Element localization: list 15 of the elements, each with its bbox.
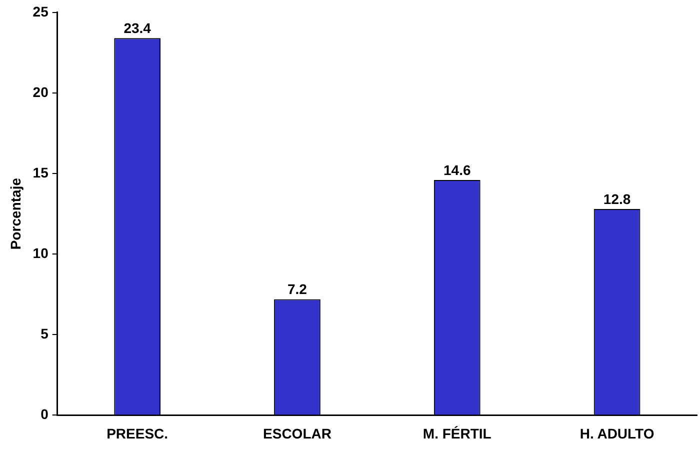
x-tick-label: H. ADULTO	[580, 425, 654, 442]
y-axis-title: Porcentaje	[7, 178, 24, 250]
y-tick-label: 15	[32, 164, 49, 180]
x-tick-label: PREESC.	[106, 425, 168, 442]
x-tick-label: M. FÉRTIL	[422, 425, 492, 442]
y-tick-label: 10	[32, 244, 49, 261]
y-tick-label: 0	[40, 406, 49, 422]
data-label: 12.8	[603, 190, 631, 207]
data-label: 14.6	[444, 162, 471, 178]
data-label: 7.2	[288, 281, 308, 298]
y-tick-label: 25	[32, 3, 49, 20]
data-label: 23.4	[124, 20, 152, 36]
x-tick-label: ESCOLAR	[263, 425, 332, 442]
y-tick-label: 20	[32, 84, 49, 100]
y-tick-label: 5	[40, 326, 49, 342]
